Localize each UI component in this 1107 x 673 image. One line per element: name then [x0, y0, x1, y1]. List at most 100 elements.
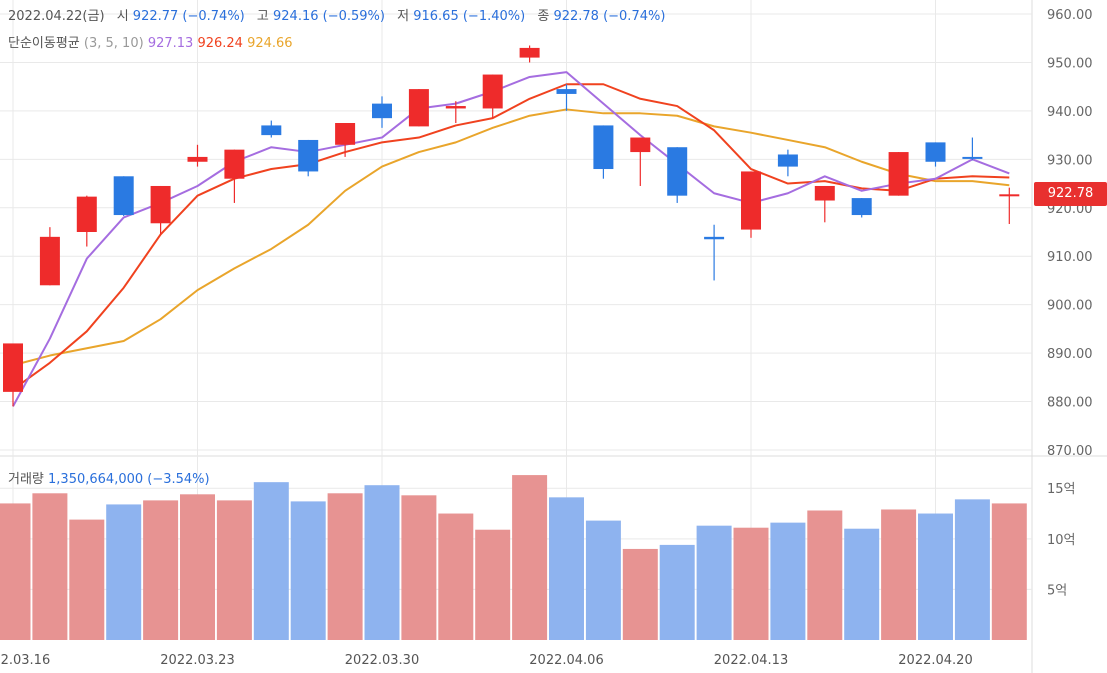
volume-bar [622, 548, 658, 640]
volume-bar [290, 501, 326, 640]
candle [962, 137, 983, 161]
candle-body [150, 185, 171, 224]
ma-legend-label: 단순이동평균 [8, 36, 80, 51]
moving-average-legend: 단순이동평균 (3, 5, 10) 927.13 926.24 924.66 [8, 32, 293, 51]
candle [261, 120, 282, 138]
x-tick-label: 2022.03.30 [345, 653, 419, 668]
candle-body [851, 198, 872, 216]
candle [150, 185, 171, 235]
x-tick-label: 2022.03.16 [0, 653, 50, 668]
candle [630, 137, 651, 186]
price-tick-label: 940.00 [1047, 105, 1093, 120]
volume-bar [844, 528, 880, 640]
candle-body [667, 147, 688, 196]
candle-body [76, 196, 97, 232]
candle [187, 144, 208, 167]
candle-body [224, 149, 245, 179]
candle-body [3, 343, 23, 392]
volume-bar [32, 493, 68, 640]
candle-body [962, 156, 983, 159]
candle-body [925, 142, 946, 162]
candle-body [519, 47, 540, 58]
candle-body [630, 137, 651, 153]
x-tick-label: 2022.04.06 [529, 653, 603, 668]
candle-body [777, 154, 798, 167]
candle [335, 123, 356, 157]
open-label: 시 [116, 9, 129, 24]
price-tick-label: 930.00 [1047, 153, 1093, 168]
volume-tick-label: 15억 [1047, 482, 1076, 497]
high-label: 고 [256, 9, 269, 24]
volume-bar [475, 529, 511, 640]
date-label: 2022.04.22(금) [8, 9, 105, 24]
volume-bar [881, 509, 917, 640]
volume-bar [512, 475, 548, 640]
volume-bar [549, 497, 584, 640]
volume-tick-label: 10억 [1047, 533, 1076, 548]
volume-bar [143, 500, 179, 640]
ma10-value: 924.66 [247, 36, 293, 51]
price-tick-label: 950.00 [1047, 56, 1093, 71]
ma5-line [12, 83, 1010, 391]
candle-body [113, 176, 134, 216]
volume-legend-value: 1,350,664,000 (−3.54%) [48, 472, 210, 487]
open-value: 922.77 (−0.74%) [132, 9, 245, 24]
candle-body [814, 185, 835, 201]
price-tick-label: 900.00 [1047, 299, 1093, 314]
volume-legend-label: 거래량 [8, 472, 44, 487]
candle-body [187, 156, 208, 162]
candle [925, 142, 946, 167]
candle-body [298, 139, 319, 172]
volume-bar [991, 503, 1027, 640]
volume-bar [696, 525, 732, 640]
candle [519, 45, 540, 63]
volume-bar [770, 522, 806, 640]
price-tick-label: 880.00 [1047, 396, 1093, 411]
volume-bar [253, 482, 289, 640]
candle [704, 224, 725, 281]
candle [408, 89, 429, 127]
volume-bar [659, 544, 695, 640]
candle-body [482, 74, 503, 109]
ohlc-summary: 2022.04.22(금) 시 922.77 (−0.74%) 고 924.16… [8, 5, 665, 24]
close-label: 종 [537, 9, 550, 24]
volume-bar [438, 513, 474, 640]
candle-body [556, 89, 577, 94]
current-price-badge: 922.78 [1034, 182, 1107, 207]
candle-body [261, 125, 282, 136]
volume-bar [954, 499, 990, 640]
candle [814, 185, 835, 223]
candle [3, 343, 23, 407]
candle [372, 96, 392, 128]
price-tick-label: 910.00 [1047, 250, 1093, 265]
candle [777, 149, 798, 177]
price-tick-label: 890.00 [1047, 347, 1093, 362]
candle-body [888, 152, 909, 196]
candle-body [372, 103, 392, 119]
volume-bar [918, 513, 953, 640]
volume-bar [733, 527, 769, 640]
candle-body [741, 171, 761, 230]
volume-bar [0, 503, 31, 640]
candle [113, 176, 134, 217]
volume-bar [69, 519, 105, 640]
volume-tick-label: 5억 [1047, 583, 1067, 598]
volume-bar [327, 493, 363, 640]
candle [556, 84, 577, 111]
high-value: 924.16 (−0.59%) [273, 9, 385, 24]
low-label: 저 [397, 9, 410, 24]
candle-body [408, 89, 429, 127]
candle [741, 171, 761, 238]
price-tick-label: 870.00 [1047, 444, 1093, 459]
candle [667, 147, 688, 203]
candle [224, 149, 245, 203]
candle [888, 152, 909, 196]
volume-bar [180, 494, 215, 640]
candle [445, 101, 466, 123]
candle-body [704, 236, 725, 240]
candle [298, 139, 319, 177]
x-tick-label: 2022.03.23 [160, 653, 234, 668]
volume-legend: 거래량 1,350,664,000 (−3.54%) [8, 468, 210, 487]
ma3-value: 927.13 [147, 36, 194, 51]
